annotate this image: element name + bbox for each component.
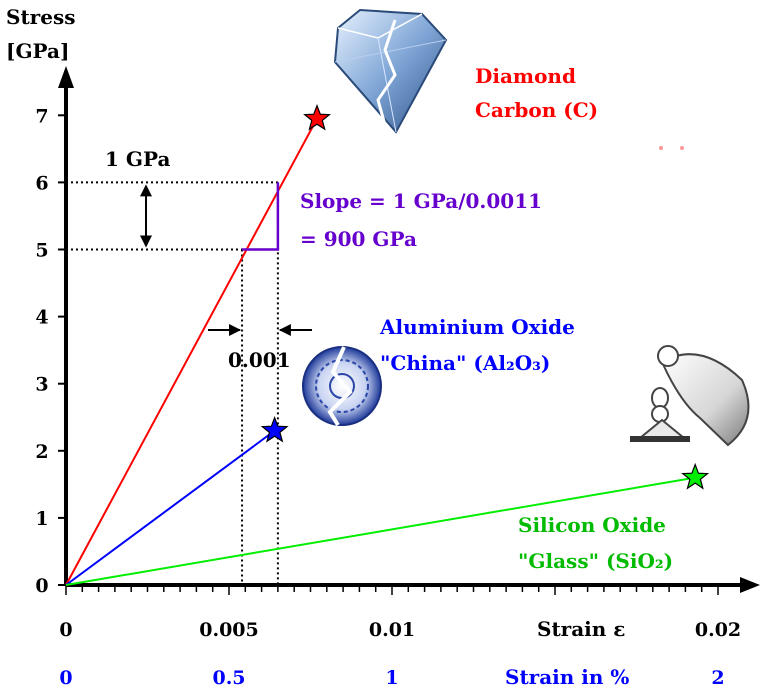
x-axis-ticks: 0 0.005 0.01 0.02 0 0.5 1 2 [59, 585, 741, 689]
slope-text-line2: = 900 GPa [300, 227, 417, 251]
x-tick-label: 0.02 [695, 619, 741, 641]
series-label-diamond-line1: Diamond [475, 64, 576, 88]
y-axis-title-line2: [GPa] [6, 39, 69, 63]
y-tick-label: 5 [35, 240, 48, 262]
y-tick-label: 0 [35, 575, 48, 597]
x-tick-label: 0 [59, 619, 72, 641]
stress-step-arrowhead-down-icon [140, 235, 152, 248]
strain-step-arrowhead-left-icon [278, 324, 291, 336]
stress-step-arrowhead-up-icon [140, 184, 152, 197]
series-end-star-icon [303, 104, 331, 131]
y-axis-title-line1: Stress [6, 5, 75, 29]
series-line [65, 476, 696, 586]
secondary-x-tick-label: 0 [59, 667, 72, 689]
x-axis-title: Strain ε [537, 617, 625, 641]
series-label-glass-line1: Silicon Oxide [518, 513, 666, 537]
series-label-diamond-line2: Carbon (C) [475, 98, 598, 122]
series-label-alumina-line2: "China" (Al₂O₃) [380, 351, 550, 375]
annotation-layer [140, 182, 312, 336]
x-tick-label: 0.005 [199, 619, 259, 641]
series-layer [65, 104, 710, 586]
y-tick-label: 3 [35, 374, 48, 396]
y-tick-label: 7 [35, 105, 48, 127]
annotation-guides [66, 181, 279, 585]
diamond-icon [333, 8, 684, 150]
series-end-star-icon [681, 462, 710, 490]
secondary-x-tick-label: 2 [711, 667, 724, 689]
series-label-glass-line2: "Glass" (SiO₂) [518, 549, 673, 573]
series-line [65, 429, 276, 586]
axes [58, 66, 760, 593]
series-label-alumina-line1: Aluminium Oxide [379, 315, 575, 339]
china-plate-icon [302, 346, 382, 427]
y-tick-label: 2 [35, 441, 48, 463]
strain-step-arrowhead-right-icon [229, 324, 242, 336]
x-tick-label: 0.01 [369, 619, 415, 641]
glass-bottle-icon [630, 345, 750, 447]
y-tick-label: 4 [35, 307, 48, 329]
series-end-star-icon [260, 416, 289, 443]
y-tick-label: 1 [35, 508, 48, 530]
y-tick-label: 6 [35, 172, 48, 194]
y-axis-ticks: 0 1 2 3 4 5 6 7 [35, 105, 66, 597]
secondary-x-axis-title: Strain in % [505, 665, 629, 689]
strain-step-label: 0.001 [228, 348, 291, 372]
x-axis-arrow-icon [740, 577, 760, 593]
slope-text-line1: Slope = 1 GPa/0.0011 [300, 189, 542, 213]
slope-triangle [242, 182, 280, 251]
y-axis-arrow-icon [58, 66, 74, 88]
secondary-x-tick-label: 1 [385, 667, 398, 689]
series-line [65, 118, 318, 586]
stress-step-label: 1 GPa [105, 147, 170, 171]
secondary-x-tick-label: 0.5 [212, 667, 245, 689]
